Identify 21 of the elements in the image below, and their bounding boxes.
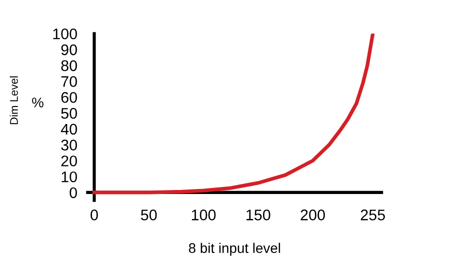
y-tick-label: 50 bbox=[61, 108, 77, 119]
y-tick-label: 40 bbox=[60, 124, 77, 135]
y-tick-label: 100 bbox=[53, 28, 77, 40]
y-tick-label: 80 bbox=[61, 60, 77, 72]
x-tick-label: 50 bbox=[140, 210, 157, 220]
line-series bbox=[92, 34, 375, 194]
y-tick-label: 0 bbox=[70, 187, 77, 198]
y-tick-label: 70 bbox=[61, 76, 77, 87]
y-tick-label: 30 bbox=[61, 140, 77, 150]
y-tick-label: 10 bbox=[62, 171, 77, 182]
x-tick-label: 100 bbox=[192, 210, 216, 220]
x-tick-label: 200 bbox=[300, 210, 325, 220]
y-tick-label: 90 bbox=[61, 44, 77, 56]
x-tick-label: 150 bbox=[246, 210, 270, 220]
y-axis-title: Dim Level bbox=[10, 76, 18, 124]
x-tick-label: 255 bbox=[360, 210, 385, 220]
x-tick-label: 0 bbox=[90, 210, 98, 220]
text: % bbox=[32, 98, 44, 108]
y-tick-label: 60 bbox=[61, 92, 77, 103]
x-axis-title: 8 bit input level bbox=[188, 242, 280, 256]
y-tick-label: 20 bbox=[61, 156, 77, 166]
